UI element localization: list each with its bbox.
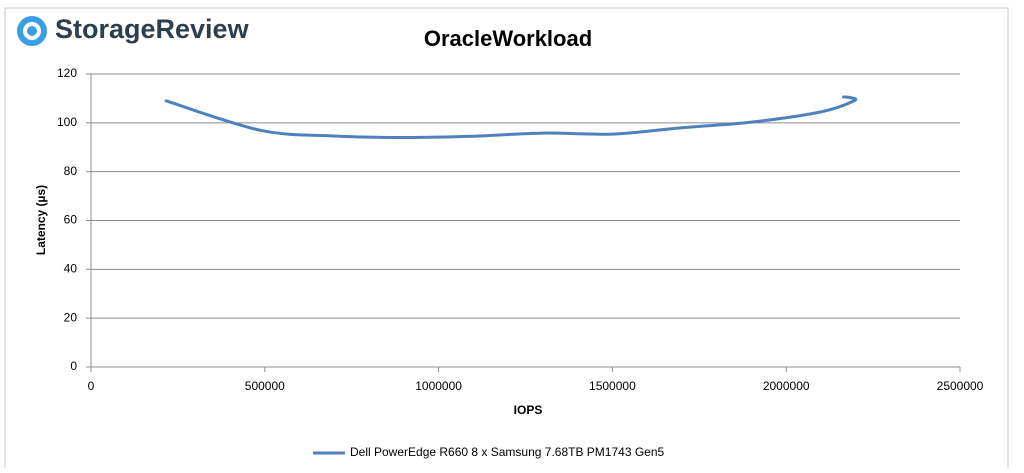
chart-title: OracleWorkload (424, 26, 592, 51)
logo: StorageReview (17, 14, 250, 46)
y-axis-title: Latency (µs) (34, 185, 48, 255)
legend-label: Dell PowerEdge R660 8 x Samsung 7.68TB P… (350, 445, 665, 459)
x-tick-label: 0 (88, 379, 95, 393)
y-tick-label: 20 (64, 310, 78, 324)
y-tick-label: 40 (64, 262, 78, 276)
y-tick-label: 80 (64, 164, 78, 178)
y-tick-label: 0 (70, 359, 77, 373)
logo-text: StorageReview (55, 14, 250, 44)
y-tick-label: 60 (64, 213, 78, 227)
series-line (164, 95, 858, 139)
x-tick-label: 1000000 (415, 379, 462, 393)
y-tick-label: 120 (57, 66, 77, 80)
logo-icon (17, 16, 47, 46)
x-tick-label: 2000000 (763, 379, 810, 393)
x-tick-label: 500000 (245, 379, 285, 393)
x-tick-label: 1500000 (589, 379, 636, 393)
x-tick-label: 2500000 (937, 379, 984, 393)
logo-icon-ring (23, 22, 41, 40)
x-axis-title: IOPS (514, 403, 543, 417)
y-tick-label: 100 (57, 115, 77, 129)
chart-frame (4, 7, 1009, 473)
